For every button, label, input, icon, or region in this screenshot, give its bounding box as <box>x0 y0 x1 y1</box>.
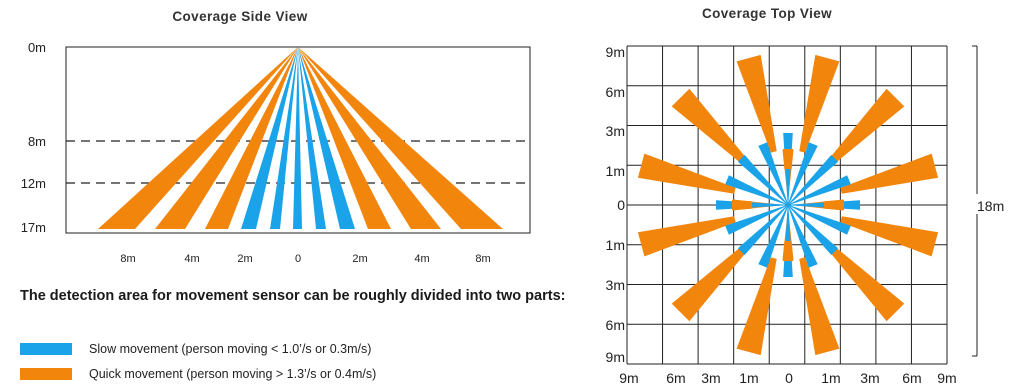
top-x-label: 3m <box>701 370 720 386</box>
top-view-grid <box>626 45 948 365</box>
side-x-label: 2m <box>352 253 367 265</box>
side-x-label: 2m <box>237 253 252 265</box>
top-y-label: 1m <box>606 237 625 253</box>
top-beam-quick-6 <box>637 153 736 194</box>
top-y-label: 6m <box>606 84 625 100</box>
top-y-label: 3m <box>606 277 625 293</box>
top-beam-quick-1 <box>840 153 939 194</box>
side-x-label: 4m <box>414 253 429 265</box>
side-y-label: 0m <box>28 40 46 55</box>
top-beam-quick-10 <box>799 257 840 356</box>
side-y-label: 17m <box>21 220 46 235</box>
legend-slow-label: Slow movement (person moving < 1.0’/s or… <box>89 342 372 356</box>
side-beam-slow-4 <box>241 47 298 229</box>
top-beam-quick-mid-2 <box>782 149 794 169</box>
legend-quick-swatch <box>20 368 72 380</box>
top-beam-slow-2 <box>787 175 851 206</box>
side-view-title: Coverage Side View <box>172 9 307 24</box>
top-beam-quick-mid-3 <box>732 199 752 211</box>
top-beam-quick-12 <box>840 216 939 257</box>
top-y-label: 0 <box>617 197 625 213</box>
top-beam-quick-2 <box>824 88 905 169</box>
top-x-label: 9m <box>937 370 956 386</box>
top-x-label: 1m <box>739 370 758 386</box>
side-x-label: 0 <box>295 253 301 265</box>
top-beam-quick-11 <box>824 241 905 322</box>
side-x-label: 8m <box>120 253 135 265</box>
top-y-label: 6m <box>606 317 625 333</box>
top-beam-quick-3 <box>799 54 840 153</box>
legend-quick: Quick movement (person moving > 1.3’/s o… <box>20 366 376 382</box>
side-beam-slow-6 <box>293 47 302 229</box>
top-y-label: 3m <box>606 123 625 139</box>
top-beam-quick-9 <box>736 257 777 356</box>
top-beam-slow-12 <box>758 204 789 268</box>
top-y-label: 9m <box>606 44 625 60</box>
side-beam-quick-2 <box>155 47 298 229</box>
side-beam-slow-8 <box>298 47 355 229</box>
top-view-beams <box>637 54 939 356</box>
top-beam-slow-6 <box>758 142 789 206</box>
top-beam-slow-16 <box>787 204 851 235</box>
top-beam-slow-3 <box>787 154 839 206</box>
top-y-label: 1m <box>606 163 625 179</box>
side-y-label: 12m <box>21 176 46 191</box>
top-x-label: 3m <box>860 370 879 386</box>
side-x-label: 8m <box>475 253 490 265</box>
top-x-label: 0 <box>785 370 793 386</box>
legend-slow: Slow movement (person moving < 1.0’/s or… <box>20 341 371 357</box>
span-label: 18m <box>977 198 1004 214</box>
side-beam-quick-10 <box>298 47 441 229</box>
top-beam-slow-4 <box>787 142 818 206</box>
side-view-beams <box>98 47 503 229</box>
side-beam-slow-7 <box>298 47 326 229</box>
top-beam-slow-11 <box>737 204 789 256</box>
top-beam-slow-15 <box>787 204 839 256</box>
side-beam-quick-1 <box>98 47 298 229</box>
side-beam-quick-9 <box>298 47 391 229</box>
top-beam-slow-7 <box>737 154 789 206</box>
detection-description: The detection area for movement sensor c… <box>20 288 566 304</box>
top-x-label: 6m <box>666 370 685 386</box>
legend-quick-label: Quick movement (person moving > 1.3’/s o… <box>89 367 377 381</box>
top-beam-quick-4 <box>736 54 777 153</box>
top-beam-slow-10 <box>725 204 789 235</box>
top-beam-quick-8 <box>671 241 752 322</box>
side-beam-quick-11 <box>298 47 503 229</box>
top-beam-quick-mid-4 <box>782 241 794 261</box>
top-x-label: 6m <box>902 370 921 386</box>
top-view-title: Coverage Top View <box>702 6 832 21</box>
top-beam-quick-7 <box>637 216 736 257</box>
top-y-label: 9m <box>606 349 625 365</box>
top-beam-quick-5 <box>671 88 752 169</box>
top-beam-slow-14 <box>787 204 818 268</box>
top-x-label: 9m <box>619 370 638 386</box>
legend-slow-swatch <box>20 343 72 355</box>
top-beam-quick-mid-1 <box>824 199 844 211</box>
top-x-label: 1m <box>821 370 840 386</box>
side-beam-quick-3 <box>205 47 298 229</box>
side-beam-slow-5 <box>270 47 298 229</box>
top-beam-slow-8 <box>725 175 789 206</box>
side-x-label: 4m <box>184 253 199 265</box>
side-y-label: 8m <box>28 134 46 149</box>
